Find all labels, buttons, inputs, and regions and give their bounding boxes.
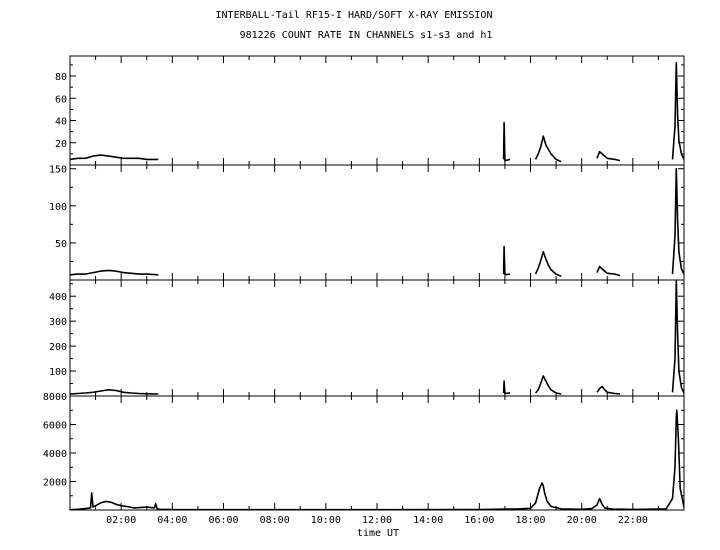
x-tick-label: 14:00 <box>413 515 443 526</box>
chart-title: INTERBALL-Tail RF15-I HARD/SOFT X-RAY EM… <box>216 10 493 21</box>
x-tick-label: 22:00 <box>618 515 648 526</box>
series-line-s2 <box>70 167 684 278</box>
x-tick-label: 16:00 <box>464 515 494 526</box>
y-tick-label: 300 <box>49 317 67 328</box>
y-tick-label: 6000 <box>43 421 67 432</box>
x-tick-label: 18:00 <box>515 515 545 526</box>
x-tick-label: 04:00 <box>157 515 187 526</box>
chart-subtitle: 981226 COUNT RATE IN CHANNELS s1-s3 and … <box>240 30 493 41</box>
panel-frame <box>69 55 685 166</box>
panel-s3: 100 200 300 400 <box>49 279 685 397</box>
y-tick-label: 4000 <box>43 449 67 460</box>
x-tick-label: 08:00 <box>260 515 290 526</box>
y-tick-label: 20 <box>55 139 67 150</box>
panel-s1: 20 40 60 80 <box>55 55 685 166</box>
y-tick-label: 50 <box>55 239 67 250</box>
x-tick-label: 10:00 <box>311 515 341 526</box>
panel-h1: 2000 4000 6000 8000 <box>43 392 685 511</box>
y-tick-label: 40 <box>55 117 67 128</box>
x-axis-tick-labels: 02:00 04:00 06:00 08:00 10:00 12:00 14:00 16:00… <box>106 515 648 526</box>
series-line-s3 <box>70 280 684 395</box>
y-tick-label: 100 <box>49 202 67 213</box>
y-tick-label: 2000 <box>43 478 67 489</box>
y-tick-label: 8000 <box>43 392 67 403</box>
y-tick-label: 400 <box>49 292 67 303</box>
x-axis-title: time UT <box>357 528 399 539</box>
series-line-h1 <box>70 409 684 510</box>
y-tick-label: 80 <box>55 72 67 83</box>
y-tick-label: 200 <box>49 342 67 353</box>
x-tick-label: 06:00 <box>208 515 238 526</box>
panel-frame <box>69 395 685 511</box>
panel-frame <box>69 279 685 397</box>
y-tick-label: 100 <box>49 367 67 378</box>
x-tick-label: 20:00 <box>567 515 597 526</box>
panel-frame <box>69 164 685 281</box>
panel-s2: 50 100 150 <box>49 164 685 281</box>
y-tick-label: 150 <box>49 165 67 176</box>
chart-panels: 20 40 60 80 50 100 150 100 200 300 400 2000 4000 6000… <box>43 55 685 511</box>
y-tick-label: 60 <box>55 94 67 105</box>
series-line-s1 <box>70 61 684 163</box>
x-tick-label: 02:00 <box>106 515 136 526</box>
x-tick-label: 12:00 <box>362 515 392 526</box>
